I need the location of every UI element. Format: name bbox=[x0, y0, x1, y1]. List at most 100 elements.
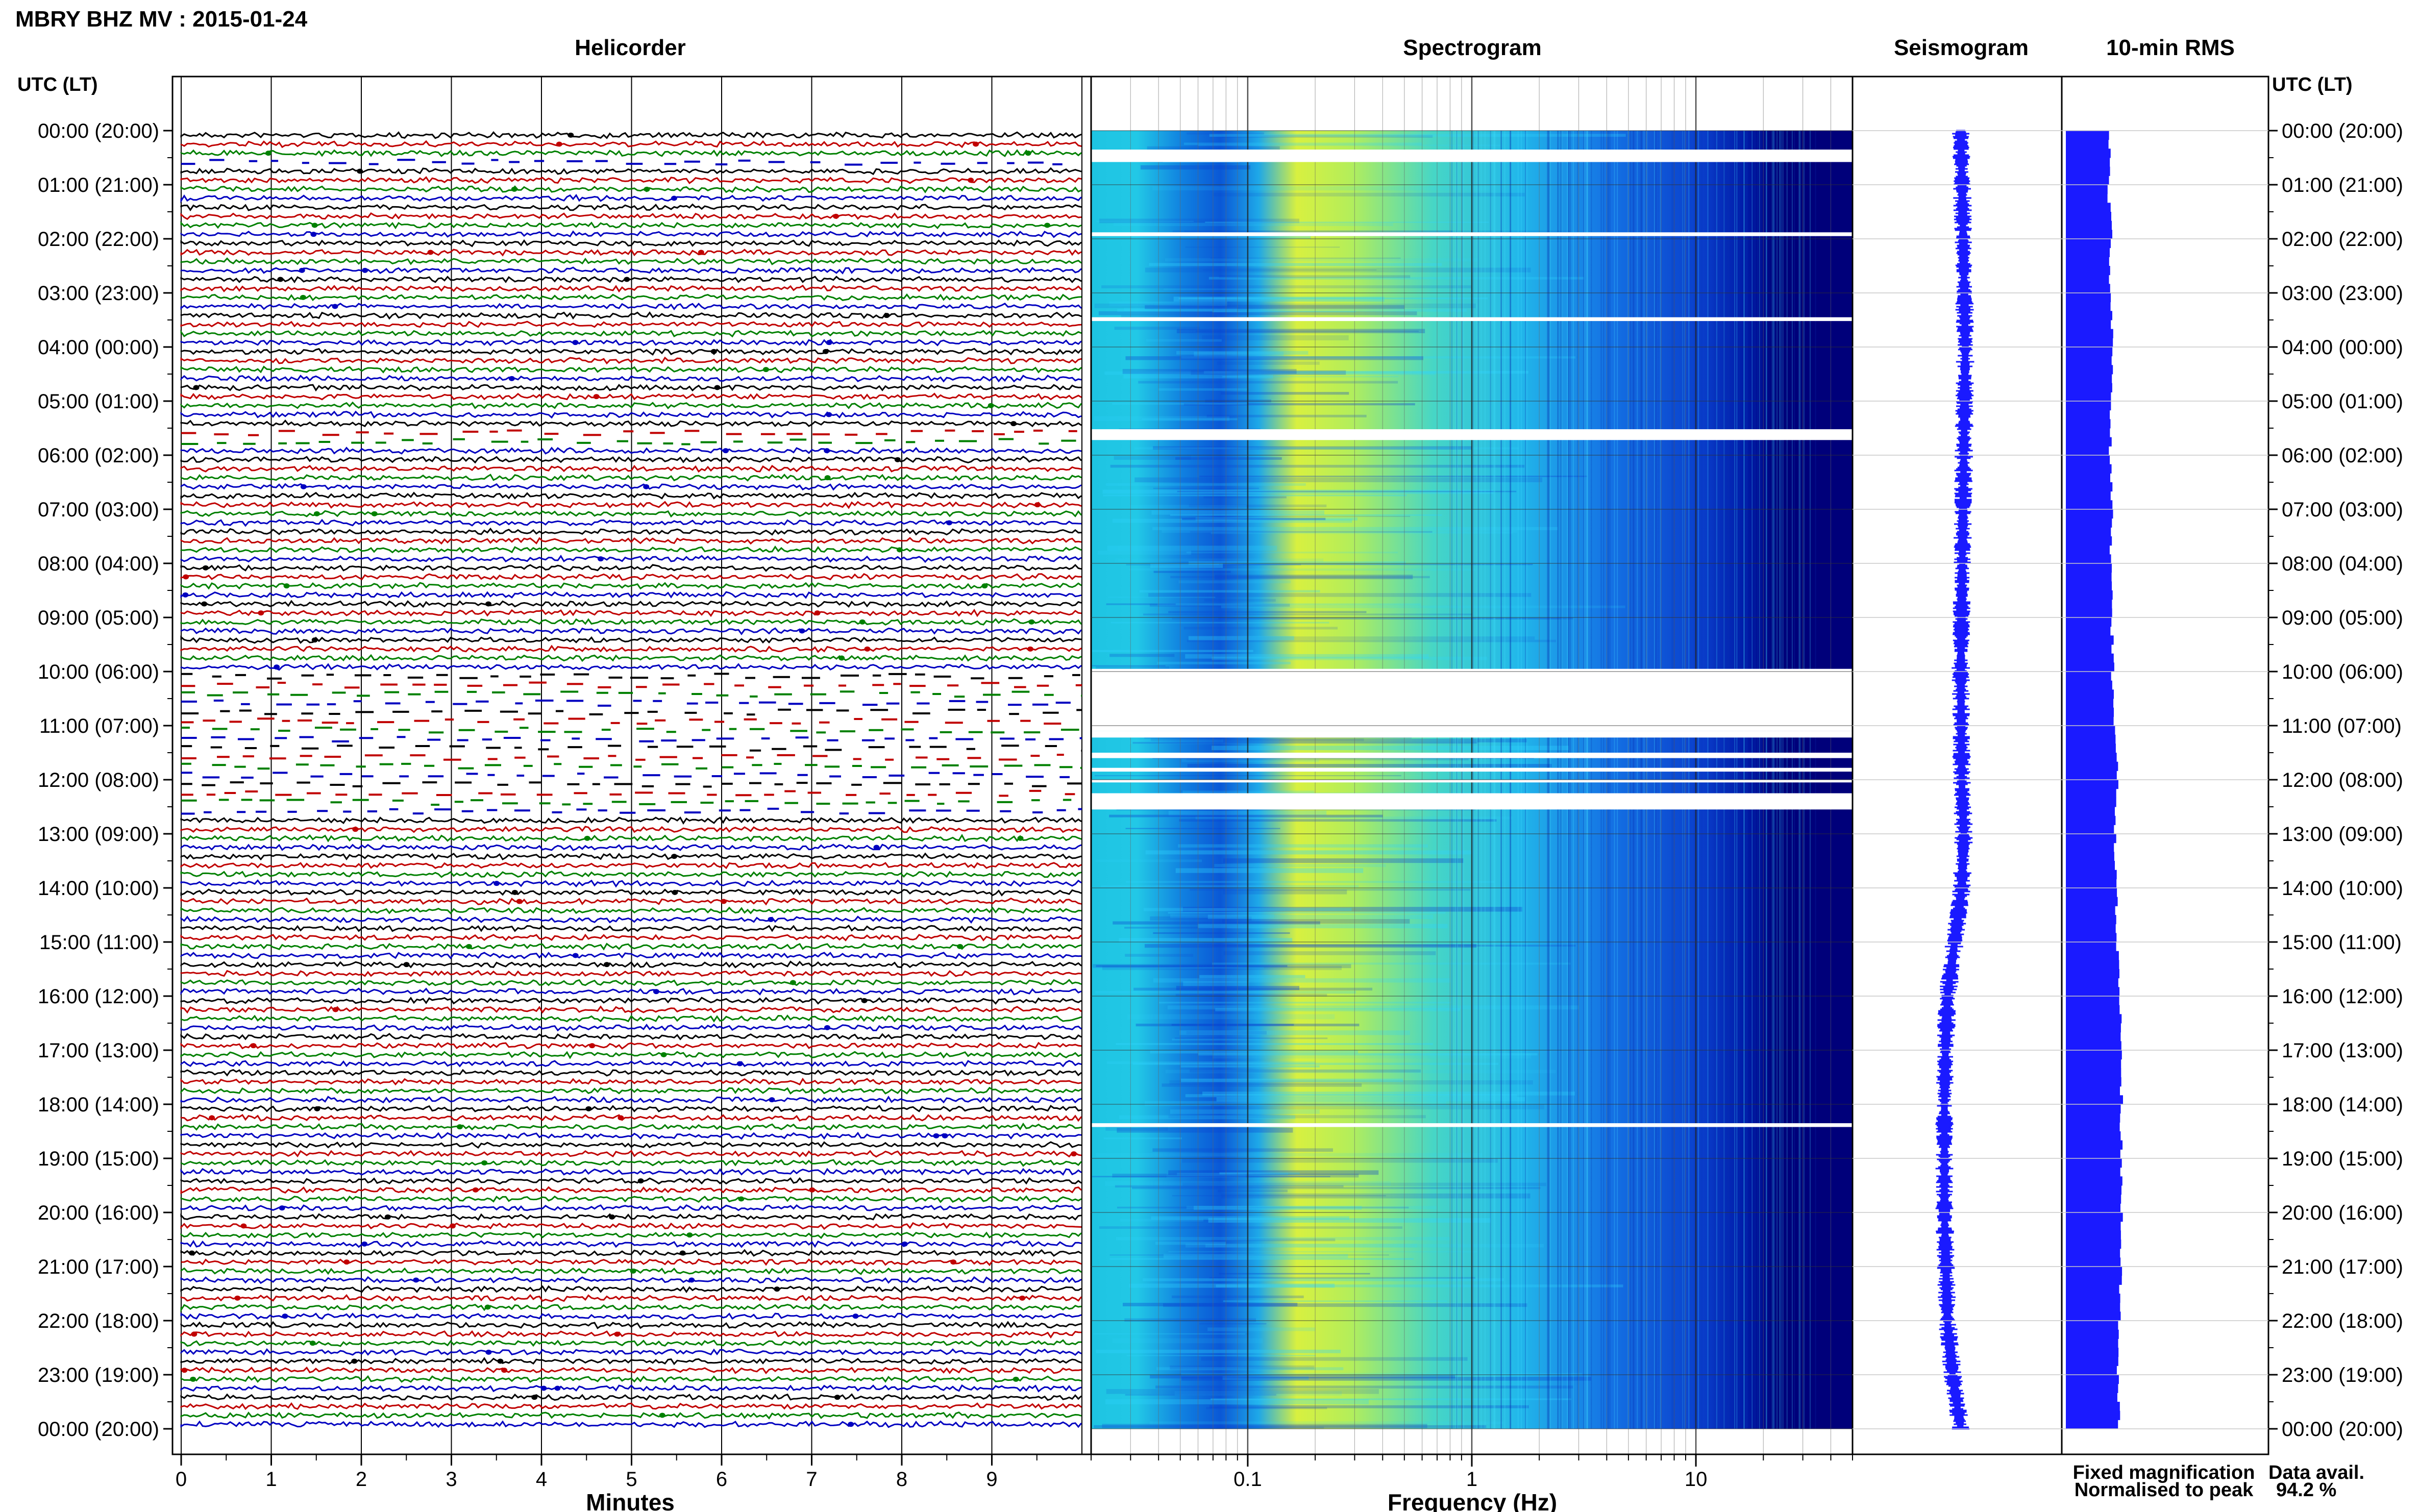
spectrogram-title: Spectrogram bbox=[1403, 35, 1541, 60]
helicorder-trace-line bbox=[180, 1060, 1082, 1068]
helicorder-event bbox=[1044, 222, 1051, 228]
spectrogram-band bbox=[1206, 1407, 1327, 1409]
helicorder-trace bbox=[180, 1086, 1082, 1095]
helicorder-trace-line bbox=[180, 221, 1082, 230]
spectrogram-band bbox=[1150, 738, 1364, 741]
helicorder-trace bbox=[180, 1240, 1082, 1248]
helicorder-trace-line bbox=[180, 1330, 1082, 1339]
rms-bar bbox=[2066, 924, 2116, 933]
helicorder-trace-line bbox=[180, 501, 1082, 509]
helicorder-event bbox=[762, 367, 769, 373]
spectrogram-band bbox=[1124, 1318, 1256, 1322]
helicorder-event bbox=[554, 1385, 561, 1391]
spectrogram-band bbox=[1185, 1094, 1517, 1098]
helicorder-trace-line bbox=[180, 635, 1082, 644]
helicorder-trace bbox=[180, 257, 1082, 265]
rms-bar bbox=[2066, 635, 2114, 645]
rms-bar bbox=[2066, 1311, 2121, 1321]
helicorder-event bbox=[624, 277, 630, 282]
spectrogram-band bbox=[1173, 296, 1385, 302]
helicorder-trace bbox=[180, 1312, 1082, 1320]
spectrogram-band bbox=[1184, 230, 1570, 233]
helicorder-trace-line bbox=[180, 419, 1082, 428]
rms-bar bbox=[2066, 338, 2113, 348]
rms-bar bbox=[2066, 726, 2115, 735]
helicorder-trace bbox=[180, 401, 1082, 410]
rms-bar bbox=[2066, 942, 2116, 952]
helicorder-trace-line bbox=[180, 447, 1082, 455]
helicorder-event bbox=[824, 448, 830, 454]
helicorder-trace-line bbox=[180, 816, 1082, 825]
helicorder-event bbox=[723, 448, 729, 454]
helicorder-trace bbox=[180, 1339, 1081, 1347]
rms-bar bbox=[2066, 247, 2110, 257]
rms-bar bbox=[2066, 761, 2118, 771]
spectrogram-band bbox=[1106, 483, 1306, 486]
spectrogram-band bbox=[1210, 257, 1401, 259]
helicorder-trace-line bbox=[180, 365, 1082, 374]
helicorder-trace bbox=[180, 1042, 1082, 1050]
helicorder-trace bbox=[180, 1122, 1082, 1131]
helicorder-trace-line bbox=[180, 293, 1082, 302]
spectrogram-band bbox=[1162, 1083, 1362, 1087]
helicorder-event bbox=[630, 1268, 636, 1274]
helicorder-event bbox=[653, 989, 659, 995]
helicorder-event bbox=[894, 457, 901, 462]
spectrogram-band bbox=[1152, 1148, 1333, 1152]
spectrogram-band bbox=[1132, 234, 1311, 239]
helicorder-trace bbox=[180, 852, 1082, 861]
helicorder-trace-line bbox=[180, 140, 1082, 148]
spectrogram-band bbox=[1223, 1300, 1447, 1302]
spectrogram-band bbox=[1138, 381, 1398, 384]
spectrogram-band bbox=[1177, 490, 1517, 492]
spectrogram-band bbox=[1139, 590, 1320, 593]
rms-bar bbox=[2066, 284, 2110, 293]
spectrogram-band bbox=[1218, 617, 1574, 619]
time-label-right: 06:00 (02:00) bbox=[2282, 444, 2403, 467]
time-label-left: 18:00 (14:00) bbox=[38, 1094, 159, 1116]
spectrogram-gap bbox=[1091, 1123, 1853, 1127]
spectrogram-band bbox=[1181, 1078, 1403, 1082]
helicorder-event bbox=[201, 601, 208, 607]
rms-bar bbox=[2066, 1086, 2120, 1096]
helicorder-event bbox=[310, 232, 317, 237]
rms-bar bbox=[2066, 1167, 2120, 1177]
helicorder-trace bbox=[180, 1276, 1082, 1284]
helicorder-event bbox=[973, 141, 979, 147]
helicorder-trace bbox=[181, 699, 1071, 707]
rms-bar bbox=[2066, 1095, 2123, 1105]
spectrogram-band bbox=[1125, 356, 1423, 360]
helicorder-event bbox=[274, 664, 280, 670]
spectrogram-band bbox=[1094, 416, 1230, 422]
spectrogram-band bbox=[1202, 335, 1349, 340]
spectrogram-band bbox=[1165, 1070, 1556, 1074]
helicorder-trace-line bbox=[180, 1159, 1082, 1167]
spectrogram-band bbox=[1093, 964, 1351, 969]
time-label-left: 02:00 (22:00) bbox=[38, 228, 159, 251]
helicorder-trace-line bbox=[180, 987, 1082, 996]
helicorder-event bbox=[465, 944, 472, 949]
rms-panel bbox=[2061, 76, 2269, 1455]
spectrogram-band bbox=[1113, 222, 1393, 227]
helicorder-event bbox=[361, 1241, 368, 1247]
spectrogram-band bbox=[1208, 277, 1584, 280]
spectrogram-band bbox=[1092, 665, 1166, 666]
rms-bar bbox=[2066, 599, 2112, 609]
rms-bar bbox=[2066, 554, 2111, 564]
helicorder-event bbox=[838, 655, 845, 661]
helicorder-trace-line bbox=[180, 582, 1082, 590]
rms-bar bbox=[2066, 1113, 2120, 1123]
helicorder-trace-line bbox=[180, 1186, 1082, 1194]
spectrogram-band bbox=[1219, 1172, 1300, 1175]
spectrogram-band bbox=[1149, 263, 1442, 266]
spectrogram-band bbox=[1206, 414, 1367, 417]
spectrogram-band bbox=[1099, 218, 1299, 224]
spectrogram-band bbox=[1109, 301, 1227, 306]
helicorder-trace bbox=[180, 185, 1082, 193]
helicorder-trace bbox=[181, 789, 1075, 797]
helicorder-event bbox=[351, 1358, 358, 1364]
spectrogram-band bbox=[1125, 954, 1194, 957]
helicorder-event bbox=[957, 944, 964, 949]
spectrogram-band bbox=[1222, 919, 1410, 924]
helicorder-event bbox=[343, 1259, 350, 1265]
